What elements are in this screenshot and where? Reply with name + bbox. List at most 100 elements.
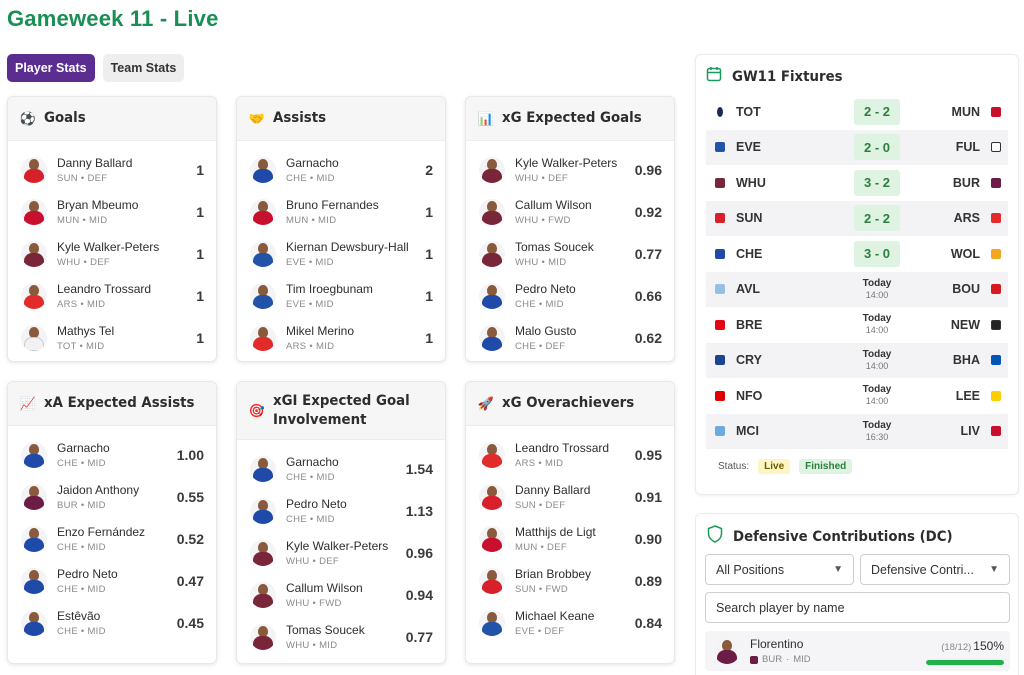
fixtures-panel: GW11 Fixtures TOT 2 - 2 MUN EVE 2 - 0 FUL WHU 3… [695, 54, 1019, 495]
player-avatar [21, 283, 47, 309]
player-row[interactable]: Callum Wilson WHU • FWD 0.94 [237, 574, 445, 616]
xa-card: 📈 xA Expected Assists Garnacho CHE • MID 1… [7, 381, 217, 664]
fixture-row[interactable]: NFO Today 14:00 LEE [706, 378, 1008, 414]
player-row[interactable]: Mikel Merino ARS • MID 1 [237, 317, 445, 359]
position-select-value: All Positions [716, 562, 785, 577]
fixture-row[interactable]: CHE 3 - 0 WOL [706, 236, 1008, 272]
assists-card-header: 🤝 Assists [237, 97, 445, 141]
player-name: Pedro Neto [286, 497, 347, 511]
player-row[interactable]: Matthijs de Ligt MUN • DEF 0.90 [466, 518, 674, 560]
player-avatar [250, 199, 276, 225]
player-row[interactable]: Garnacho CHE • MID 2 [237, 149, 445, 191]
player-name: Michael Keane [515, 609, 595, 623]
player-row[interactable]: Jaidon Anthony BUR • MID 0.55 [8, 476, 216, 518]
player-meta: CHE • MID [57, 626, 106, 637]
assists-card: 🤝 Assists Garnacho CHE • MID 2 Bruno Fernan… [236, 96, 446, 362]
player-meta: CHE • MID [286, 514, 335, 525]
player-meta: WHU • MID [515, 257, 567, 268]
player-info: Malo Gusto CHE • DEF [515, 324, 629, 352]
fixture-row[interactable]: AVL Today 14:00 BOU [706, 271, 1008, 307]
away-crest-icon [988, 423, 1004, 439]
player-row[interactable]: Leandro Trossard ARS • MID 1 [8, 275, 216, 317]
stat-value: 0.96 [405, 545, 433, 561]
page-title: Gameweek 11 - Live [7, 6, 219, 31]
fixture-row[interactable]: MCI Today 16:30 LIV [706, 413, 1008, 449]
player-avatar [21, 199, 47, 225]
player-row[interactable]: Tomas Soucek WHU • MID 0.77 [237, 616, 445, 658]
fixture-row[interactable]: CRY Today 14:00 BHA [706, 342, 1008, 378]
player-row[interactable]: Kiernan Dewsbury-Hall EVE • MID 1 [237, 233, 445, 275]
player-list: Kyle Walker-Peters WHU • DEF 0.96 Callum Wi… [466, 141, 674, 359]
kickoff-clock: 14:00 [865, 289, 889, 300]
player-row[interactable]: Kyle Walker-Peters WHU • DEF 0.96 [466, 149, 674, 191]
player-row[interactable]: Malo Gusto CHE • DEF 0.62 [466, 317, 674, 359]
player-row[interactable]: Danny Ballard SUN • DEF 0.91 [466, 476, 674, 518]
away-crest-icon [988, 317, 1004, 333]
player-row[interactable]: Tim Iroegbunam EVE • MID 1 [237, 275, 445, 317]
player-row[interactable]: Pedro Neto CHE • MID 1.13 [237, 490, 445, 532]
fixture-row[interactable]: TOT 2 - 2 MUN [706, 94, 1008, 130]
player-row[interactable]: Michael Keane EVE • DEF 0.84 [466, 602, 674, 644]
player-info: Leandro Trossard ARS • MID [515, 441, 629, 469]
player-name: Leandro Trossard [515, 441, 610, 455]
player-row[interactable]: Bruno Fernandes MUN • MID 1 [237, 191, 445, 233]
target-icon: 🎯 [248, 402, 266, 418]
player-list: Garnacho CHE • MID 2 Bruno Fernandes MUN • M… [237, 141, 445, 359]
player-row[interactable]: Kyle Walker-Peters WHU • DEF 1 [8, 233, 216, 275]
tab-team-stats[interactable]: Team Stats [102, 54, 185, 82]
player-info: Garnacho CHE • MID [57, 441, 171, 469]
player-row[interactable]: Callum Wilson WHU • FWD 0.92 [466, 191, 674, 233]
player-avatar [250, 456, 276, 482]
home-team: CRY [736, 353, 762, 368]
player-row[interactable]: Garnacho CHE • MID 1.00 [8, 434, 216, 476]
xgi-card-header: 🎯 xGI Expected Goal Involvement [237, 382, 445, 440]
fixture-row[interactable]: EVE 2 - 0 FUL [706, 129, 1008, 165]
player-info: Danny Ballard SUN • DEF [515, 483, 629, 511]
stat-value: 0.47 [176, 573, 204, 589]
player-row[interactable]: Kyle Walker-Peters WHU • DEF 0.96 [237, 532, 445, 574]
stat-value: 1.13 [405, 503, 433, 519]
stat-value: 1 [196, 246, 204, 262]
away-crest-icon [988, 210, 1004, 226]
player-row[interactable]: Bryan Mbeumo MUN • MID 1 [8, 191, 216, 233]
player-info: Kyle Walker-Peters WHU • DEF [515, 156, 629, 184]
stat-value: 0.89 [634, 573, 662, 589]
kickoff-time: Today 14:00 [854, 384, 900, 407]
dc-player-row[interactable]: Florentino BUR · MID (18/12) 150% [705, 631, 1010, 671]
tab-player-stats[interactable]: Player Stats [7, 54, 95, 82]
player-info: Enzo Fernández CHE • MID [57, 525, 171, 553]
player-row[interactable]: Brian Brobbey SUN • FWD 0.89 [466, 560, 674, 602]
fixture-row[interactable]: BRE Today 14:00 NEW [706, 307, 1008, 343]
stat-select[interactable]: Defensive Contri... ▼ [860, 554, 1010, 585]
fixture-row[interactable]: WHU 3 - 2 BUR [706, 165, 1008, 201]
player-list: Garnacho CHE • MID 1.00 Jaidon Anthony BUR •… [8, 426, 216, 644]
player-row[interactable]: Tomas Soucek WHU • MID 0.77 [466, 233, 674, 275]
fixtures-title: GW11 Fixtures [732, 68, 843, 85]
player-row[interactable]: Estêvão CHE • MID 0.45 [8, 602, 216, 644]
home-team: TOT [736, 104, 761, 119]
player-meta: WHU • DEF [57, 257, 110, 268]
trend-up-icon: 📈 [19, 395, 37, 411]
player-row[interactable]: Pedro Neto CHE • MID 0.47 [8, 560, 216, 602]
player-name: Tim Iroegbunam [286, 282, 373, 296]
player-row[interactable]: Garnacho CHE • MID 1.54 [237, 448, 445, 490]
player-row[interactable]: Pedro Neto CHE • MID 0.66 [466, 275, 674, 317]
player-row[interactable]: Enzo Fernández CHE • MID 0.52 [8, 518, 216, 560]
player-info: Callum Wilson WHU • FWD [286, 581, 400, 609]
player-row[interactable]: Mathys Tel TOT • MID 1 [8, 317, 216, 359]
player-search-input[interactable]: Search player by name [705, 592, 1010, 623]
away-team: FUL [955, 140, 980, 155]
fixture-row[interactable]: SUN 2 - 2 ARS [706, 200, 1008, 236]
stat-value: 0.52 [176, 531, 204, 547]
player-meta: WHU • FWD [515, 215, 571, 226]
player-name: Matthijs de Ligt [515, 525, 596, 539]
player-row[interactable]: Leandro Trossard ARS • MID 0.95 [466, 434, 674, 476]
player-row[interactable]: Danny Ballard SUN • DEF 1 [8, 149, 216, 191]
position-select[interactable]: All Positions ▼ [705, 554, 854, 585]
player-info: Mathys Tel TOT • MID [57, 324, 190, 352]
player-meta: ARS • MID [286, 341, 335, 352]
player-meta: MUN • DEF [515, 542, 567, 553]
player-name: Pedro Neto [515, 282, 576, 296]
kickoff-day: Today [862, 384, 892, 396]
stat-value: 0.90 [634, 531, 662, 547]
